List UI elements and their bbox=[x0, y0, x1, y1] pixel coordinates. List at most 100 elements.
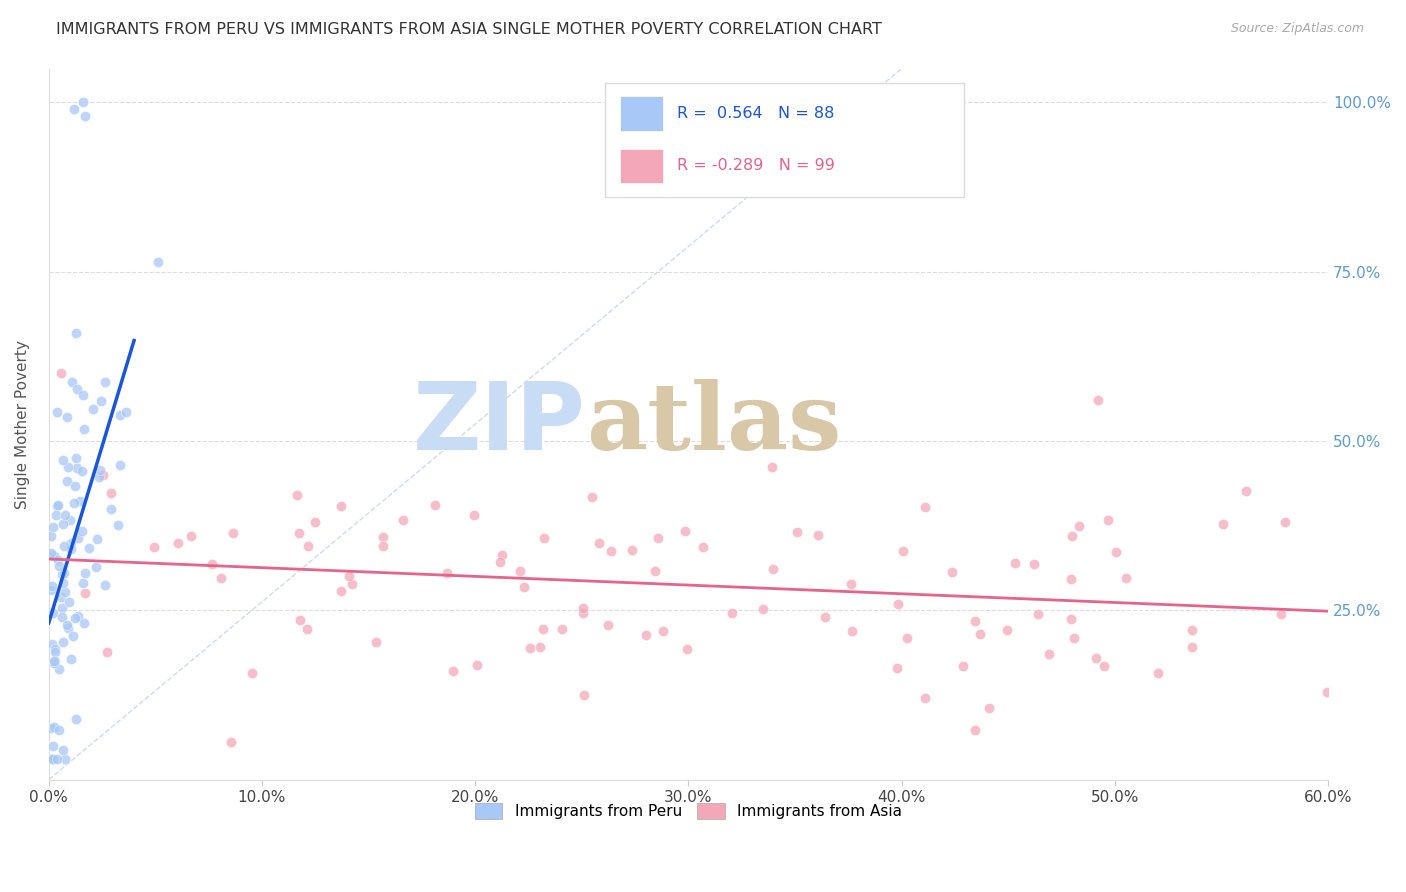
Point bbox=[1105, 545, 1128, 559]
Point bbox=[39, 583, 62, 598]
Point bbox=[53, 508, 76, 522]
Point bbox=[963, 614, 986, 628]
Point bbox=[914, 500, 936, 514]
Point bbox=[1004, 556, 1026, 570]
Legend: Immigrants from Peru, Immigrants from Asia: Immigrants from Peru, Immigrants from As… bbox=[468, 797, 908, 825]
Point bbox=[53, 585, 76, 599]
Point bbox=[60, 651, 83, 665]
Point bbox=[94, 578, 117, 592]
Point bbox=[60, 536, 83, 550]
Point bbox=[509, 564, 531, 578]
Point bbox=[69, 494, 91, 508]
Point bbox=[56, 621, 79, 635]
Text: atlas: atlas bbox=[586, 379, 841, 469]
Point bbox=[806, 528, 828, 542]
Point bbox=[45, 500, 67, 514]
Point bbox=[39, 752, 62, 766]
Point bbox=[529, 640, 551, 655]
Point bbox=[1274, 515, 1296, 529]
Point bbox=[48, 723, 70, 738]
Point bbox=[46, 499, 69, 513]
Point bbox=[56, 459, 79, 474]
Point bbox=[599, 543, 621, 558]
Point bbox=[52, 517, 75, 532]
Point bbox=[1270, 607, 1292, 621]
Point bbox=[620, 543, 643, 558]
Point bbox=[952, 658, 974, 673]
Point bbox=[1060, 611, 1083, 625]
Point bbox=[53, 752, 76, 766]
Point bbox=[48, 662, 70, 676]
Point bbox=[46, 552, 69, 566]
Point bbox=[572, 607, 595, 621]
Point bbox=[180, 529, 202, 543]
Point bbox=[42, 720, 65, 734]
Point bbox=[596, 617, 619, 632]
Point bbox=[201, 558, 224, 572]
Point bbox=[914, 691, 936, 706]
Point bbox=[96, 645, 118, 659]
Point bbox=[644, 564, 666, 578]
Point bbox=[886, 661, 908, 675]
Point bbox=[533, 623, 555, 637]
Point bbox=[42, 548, 65, 562]
Point bbox=[45, 752, 67, 766]
Point bbox=[51, 610, 73, 624]
Point bbox=[75, 566, 97, 580]
Point bbox=[581, 490, 603, 504]
Point bbox=[94, 375, 117, 389]
Point bbox=[52, 453, 75, 467]
Point bbox=[941, 566, 963, 580]
Point bbox=[491, 548, 513, 562]
Point bbox=[108, 408, 131, 422]
Point bbox=[1067, 518, 1090, 533]
Point bbox=[571, 601, 593, 615]
Point bbox=[70, 464, 93, 478]
Point bbox=[52, 566, 75, 580]
Point bbox=[676, 642, 699, 657]
Point bbox=[63, 102, 86, 116]
Point bbox=[39, 721, 62, 735]
Point bbox=[673, 524, 696, 538]
Point bbox=[52, 743, 75, 757]
Point bbox=[73, 616, 96, 631]
Point bbox=[340, 577, 363, 591]
Point bbox=[55, 474, 77, 488]
Point bbox=[513, 580, 536, 594]
Point bbox=[166, 536, 188, 550]
Point bbox=[1147, 665, 1170, 680]
Point bbox=[72, 95, 94, 110]
Point bbox=[90, 393, 112, 408]
Point bbox=[786, 524, 808, 539]
Point bbox=[1060, 529, 1083, 543]
Point bbox=[467, 657, 489, 672]
Text: ZIP: ZIP bbox=[413, 378, 586, 470]
Point bbox=[107, 517, 129, 532]
Point bbox=[72, 524, 94, 538]
Point bbox=[463, 508, 485, 523]
Point bbox=[329, 499, 352, 513]
Point bbox=[1022, 557, 1045, 571]
Point bbox=[814, 610, 837, 624]
Point bbox=[285, 488, 308, 502]
Point bbox=[58, 595, 80, 609]
Point bbox=[891, 544, 914, 558]
Point bbox=[49, 591, 72, 605]
Point bbox=[839, 577, 862, 591]
Point bbox=[67, 531, 90, 545]
Point bbox=[304, 515, 326, 529]
Point bbox=[572, 688, 595, 702]
Point bbox=[49, 366, 72, 380]
Point bbox=[330, 584, 353, 599]
Point bbox=[997, 623, 1019, 637]
Point bbox=[65, 712, 87, 726]
Point bbox=[1092, 658, 1115, 673]
Point bbox=[77, 541, 100, 556]
Point bbox=[647, 531, 669, 545]
Point bbox=[1181, 623, 1204, 637]
Point bbox=[73, 422, 96, 436]
Point bbox=[1097, 513, 1119, 527]
Point bbox=[73, 109, 96, 123]
Point bbox=[222, 526, 245, 541]
Point bbox=[651, 624, 673, 638]
